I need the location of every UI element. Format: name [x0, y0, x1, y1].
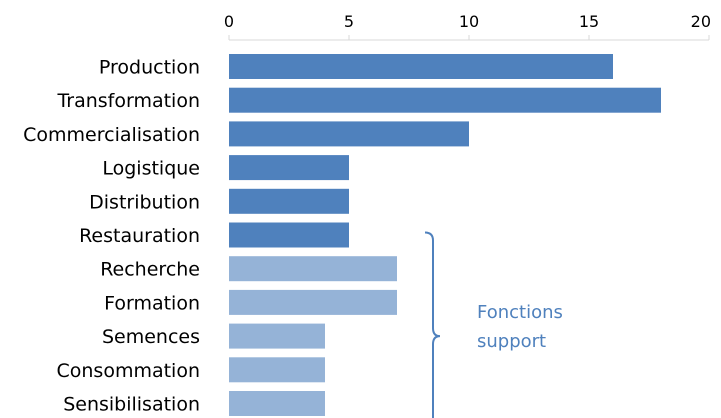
fonctions-support-annotation: Fonctions support	[424, 231, 563, 418]
category-label-semences: Semences	[102, 326, 200, 348]
bars	[229, 54, 661, 416]
bar-consommation	[229, 357, 325, 383]
annotation-text-line-2: support	[477, 331, 546, 352]
category-label-transformation: Transformation	[56, 90, 200, 112]
x-tick-label: 0	[224, 12, 234, 31]
category-label-recherche: Recherche	[100, 259, 200, 281]
category-labels: Production Transformation Commercialisatio…	[23, 57, 200, 416]
bar-distribution	[229, 188, 349, 214]
x-tick-label: 10	[459, 12, 479, 31]
bar-sensibilisation	[229, 391, 325, 416]
bar-restauration	[229, 222, 349, 248]
category-label-sensibilisation: Sensibilisation	[63, 394, 200, 416]
bar-semences	[229, 323, 325, 349]
x-axis: 0 5 10 15 20	[224, 12, 711, 41]
category-label-commercialisation: Commercialisation	[23, 124, 200, 146]
bar-commercialisation	[229, 121, 469, 147]
x-tick-label: 5	[344, 12, 354, 31]
bar-recherche	[229, 256, 397, 282]
bar-transformation	[229, 87, 661, 113]
category-label-distribution: Distribution	[89, 191, 200, 213]
bar-logistique	[229, 155, 349, 181]
x-tick-label: 15	[579, 12, 599, 31]
bar-formation	[229, 289, 397, 315]
category-label-consommation: Consommation	[56, 360, 200, 382]
annotation-text-line-1: Fonctions	[477, 302, 563, 323]
x-tick-label: 20	[691, 12, 711, 31]
category-label-restauration: Restauration	[79, 225, 200, 247]
category-label-production: Production	[99, 57, 200, 79]
bar-production	[229, 54, 613, 79]
category-label-logistique: Logistique	[102, 158, 200, 180]
category-label-formation: Formation	[104, 292, 200, 314]
curly-brace	[424, 231, 441, 418]
